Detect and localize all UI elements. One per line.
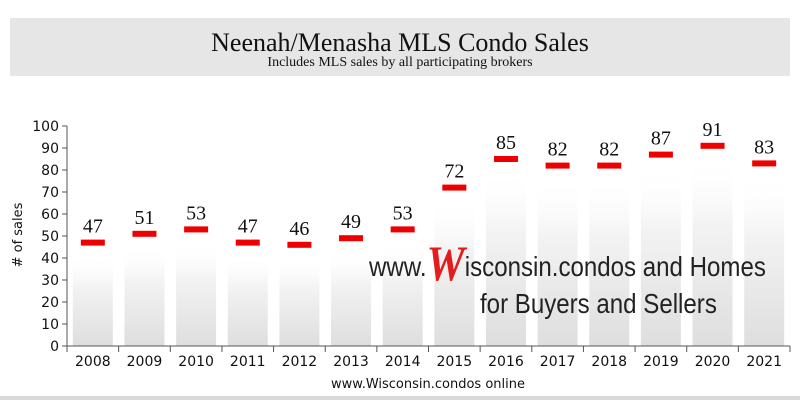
- watermark-prefix: www.: [368, 250, 426, 282]
- column-bg: [72, 254, 113, 346]
- x-tick-label: 2014: [385, 354, 421, 370]
- data-label: 51: [134, 207, 154, 229]
- data-marker: [339, 235, 364, 242]
- chart-title: Neenah/Menasha MLS Condo Sales: [211, 28, 589, 57]
- x-tick-label: 2016: [488, 354, 524, 370]
- y-tick-label: 0: [50, 339, 59, 355]
- x-tick-label: 2021: [746, 354, 782, 370]
- data-label: 87: [651, 128, 671, 150]
- x-tick-label: 2009: [127, 354, 163, 370]
- data-label: 85: [496, 132, 516, 154]
- column-bg: [227, 254, 268, 346]
- data-marker: [545, 162, 570, 169]
- column-bg: [176, 241, 217, 346]
- x-tick-label: 2015: [437, 354, 473, 370]
- x-tick-label: 2008: [75, 354, 111, 370]
- watermark-line-1: www.Wisconsin.condos and Homes: [368, 236, 766, 292]
- data-label: 53: [393, 202, 413, 224]
- column-backgrounds: [72, 157, 785, 346]
- watermark: www.Wisconsin.condos and Homes for Buyer…: [368, 236, 766, 319]
- x-tick-label: 2012: [282, 354, 318, 370]
- x-tick-label: 2018: [591, 354, 627, 370]
- y-tick-label: 40: [41, 251, 59, 267]
- column-bg: [744, 175, 785, 346]
- x-tick-label: 2011: [230, 354, 266, 370]
- x-tick-label: 2017: [540, 354, 576, 370]
- data-marker: [648, 151, 673, 158]
- data-label: 82: [599, 139, 619, 161]
- axes: 0 10 20 30 40 50 60 70 80 90 100 2008 2009 2010 2011 20…: [32, 119, 791, 370]
- data-marker: [80, 239, 105, 246]
- data-label: 49: [341, 211, 361, 233]
- column-bg: [434, 199, 475, 346]
- x-axis-label: www.Wisconsin.condos online: [331, 377, 525, 392]
- y-tick-label: 20: [41, 295, 59, 311]
- column-bg: [640, 166, 681, 346]
- data-label: 47: [238, 216, 258, 238]
- column-bg: [692, 157, 733, 346]
- data-marker: [597, 162, 622, 169]
- y-tick-label: 60: [41, 207, 59, 223]
- watermark-line-2: for Buyers and Sellers: [480, 287, 717, 319]
- column-bg: [331, 250, 372, 346]
- y-tick-label: 90: [41, 141, 59, 157]
- data-marker: [287, 241, 312, 248]
- x-tick-label: 2020: [695, 354, 731, 370]
- data-marker: [235, 239, 260, 246]
- data-marker: [752, 160, 777, 167]
- data-label: 46: [289, 218, 309, 240]
- data-label: 83: [754, 136, 774, 158]
- x-tick-label: 2013: [333, 354, 369, 370]
- watermark-logo-letter: W: [427, 236, 468, 292]
- data-label: 91: [703, 119, 723, 141]
- data-marker: [700, 142, 725, 149]
- y-tick-label: 100: [32, 119, 59, 135]
- column-bg: [589, 177, 630, 346]
- data-marker: [493, 156, 518, 162]
- data-marks: 47 51 53 47 46 49 53 72 85 82 82 87 91 83: [80, 119, 777, 248]
- data-label: 82: [548, 139, 568, 161]
- y-tick-label: 30: [41, 273, 59, 289]
- data-marker: [442, 184, 467, 191]
- data-label: 53: [186, 202, 206, 224]
- x-tick-label: 2019: [643, 354, 679, 370]
- data-marker: [132, 230, 157, 237]
- bottom-rule: [0, 396, 800, 400]
- watermark-suffix: isconsin.condos and Homes: [465, 250, 766, 282]
- x-tick-label: 2010: [178, 354, 214, 370]
- y-tick-label: 70: [41, 185, 59, 201]
- data-marker: [184, 226, 209, 233]
- data-label: 72: [444, 161, 464, 183]
- data-label: 47: [83, 216, 103, 238]
- column-bg: [382, 241, 423, 346]
- data-marker: [390, 226, 415, 233]
- chart-subtitle: Includes MLS sales by all participating …: [267, 55, 533, 70]
- title-band: Neenah/Menasha MLS Condo Sales Includes …: [10, 18, 790, 76]
- column-bg: [279, 256, 320, 346]
- column-bg: [124, 245, 165, 346]
- y-axis-label: # of sales: [11, 202, 26, 267]
- column-bg: [537, 177, 578, 346]
- column-bg: [485, 171, 526, 346]
- y-tick-label: 80: [41, 163, 59, 179]
- y-tick-label: 50: [41, 229, 59, 245]
- y-tick-label: 10: [41, 317, 59, 333]
